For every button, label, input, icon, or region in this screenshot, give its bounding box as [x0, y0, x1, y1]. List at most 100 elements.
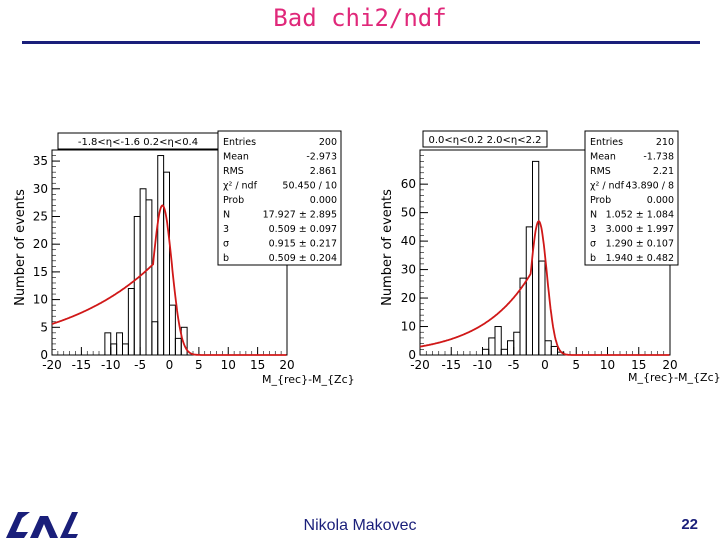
histogram-bin	[532, 160, 540, 356]
stats-label: N	[590, 210, 597, 221]
title-rule	[22, 41, 700, 44]
stats-label: b	[590, 253, 596, 264]
stats-box	[584, 130, 679, 266]
x-tick-label: -10	[101, 358, 121, 372]
x-tick-label: -5	[134, 358, 146, 372]
y-tick-label: 25	[33, 209, 48, 223]
stats-value: 210	[656, 137, 674, 148]
histogram-bin	[550, 345, 558, 356]
stats-label: b	[223, 253, 229, 264]
x-axis-label: M_{rec}-M_{Zc}	[628, 371, 720, 384]
stats-value: -2.973	[306, 152, 337, 163]
stats-label: χ² / ndf	[223, 181, 258, 192]
stats-value: 1.052 ± 1.084	[606, 210, 674, 221]
stats-label: RMS	[590, 166, 611, 177]
stats-value: 0.000	[310, 195, 337, 206]
histogram-bin	[494, 326, 502, 356]
x-tick-label: 15	[631, 358, 646, 372]
histogram-bin	[525, 226, 533, 356]
y-tick-label: 40	[401, 234, 416, 248]
y-tick-label: 60	[401, 177, 416, 191]
stats-value: 43.890 / 8	[625, 181, 674, 192]
histogram-bin	[513, 331, 521, 356]
histogram-bin	[110, 343, 118, 356]
stats-value: 17.927 ± 2.895	[263, 210, 337, 221]
stats-label: Prob	[590, 195, 611, 206]
stats-value: 3.000 ± 1.997	[606, 224, 674, 235]
stats-value: 50.450 / 10	[282, 181, 337, 192]
stats-label: Mean	[590, 152, 616, 163]
stats-label: 3	[223, 224, 229, 235]
x-tick-label: 10	[600, 358, 615, 372]
x-tick-label: 20	[662, 358, 677, 372]
y-tick-label: 10	[401, 320, 416, 334]
fit-curve	[419, 220, 670, 356]
x-tick-label: 0	[166, 358, 174, 372]
stats-label: Entries	[590, 137, 623, 148]
stats-value: 0.509 ± 0.204	[269, 253, 337, 264]
y-tick-label: 0	[40, 348, 48, 362]
histogram-bin	[500, 348, 508, 356]
stats-label: Entries	[223, 137, 256, 148]
histogram-bin	[544, 340, 552, 356]
histogram-bin	[174, 337, 182, 356]
histogram-bin	[122, 343, 129, 356]
histogram-bin	[157, 155, 165, 356]
page-number: 22	[681, 516, 698, 533]
stats-label: 3	[590, 224, 596, 235]
stats-value: 0.000	[647, 195, 674, 206]
histogram-bin	[104, 332, 112, 356]
histogram-bin	[151, 321, 159, 356]
histogram-bin	[169, 304, 176, 356]
histogram-bin	[507, 340, 515, 356]
plot-title: -1.8<η<-1.6 0.2<η<0.4	[78, 137, 198, 148]
x-tick-label: 5	[572, 358, 580, 372]
y-tick-label: 10	[33, 293, 48, 307]
x-tick-label: -20	[410, 358, 430, 372]
stats-label: Mean	[223, 152, 249, 163]
stats-value: 1.940 ± 0.482	[606, 253, 674, 264]
stats-value: 0.915 ± 0.217	[269, 239, 337, 250]
footer-author: Nikola Makovec	[303, 517, 417, 534]
stats-value: 0.509 ± 0.097	[269, 224, 337, 235]
stats-value: -1.738	[643, 152, 674, 163]
y-tick-label: 20	[33, 237, 48, 251]
plot-title: 0.0<η<0.2 2.0<η<2.2	[429, 135, 542, 146]
stats-value: 2.21	[653, 166, 674, 177]
x-tick-label: -15	[441, 358, 461, 372]
y-tick-label: 30	[33, 182, 48, 196]
y-tick-label: 50	[401, 206, 416, 220]
stats-box	[217, 130, 342, 266]
stats-value: 1.290 ± 0.107	[606, 239, 674, 250]
histogram-bin	[116, 332, 123, 356]
stats-label: σ	[223, 239, 229, 250]
histogram-bin	[127, 288, 135, 356]
x-tick-label: 5	[195, 358, 203, 372]
histogram-bin	[482, 348, 490, 356]
histogram-bin	[133, 215, 141, 356]
slide-title: Bad chi2/ndf	[273, 4, 447, 32]
lal-logo-icon	[6, 512, 78, 538]
y-tick-label: 0	[408, 348, 416, 362]
y-tick-label: 30	[401, 263, 416, 277]
y-tick-label: 20	[401, 291, 416, 305]
histogram-bin	[145, 199, 153, 356]
histogram-bin	[163, 171, 170, 356]
histogram-bin	[180, 326, 188, 356]
stats-label: χ² / ndf	[590, 181, 625, 192]
y-axis-label: Number of events	[13, 189, 28, 306]
x-tick-label: -15	[72, 358, 92, 372]
fit-curve	[51, 204, 287, 356]
histogram-bin	[488, 337, 496, 356]
stats-label: N	[223, 210, 230, 221]
stats-value: 200	[319, 137, 337, 148]
histogram-bin	[538, 260, 546, 356]
x-axis-label: M_{rec}-M_{Zc}	[262, 373, 355, 386]
stats-value: 2.861	[310, 166, 337, 177]
y-tick-label: 5	[40, 320, 48, 334]
stats-label: RMS	[223, 166, 244, 177]
x-tick-label: 15	[250, 358, 265, 372]
x-tick-label: -20	[42, 358, 62, 372]
y-axis-label: Number of events	[380, 189, 395, 306]
